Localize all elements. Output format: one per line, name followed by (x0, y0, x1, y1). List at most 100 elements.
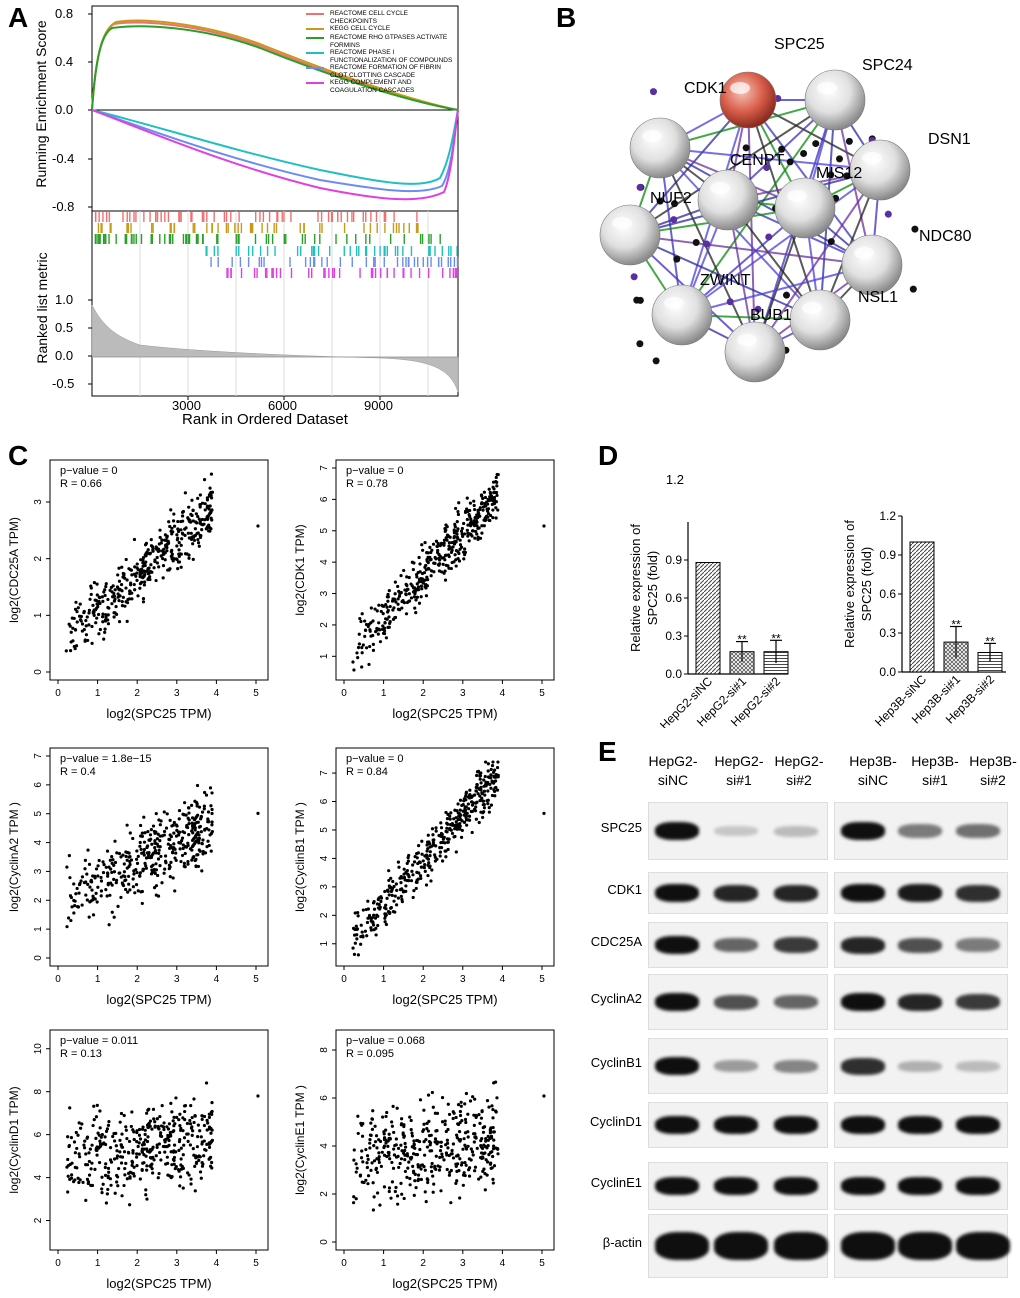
scatter-point (147, 838, 151, 842)
scatter-point (353, 941, 357, 945)
scatter-point (419, 865, 423, 869)
scatter-point (151, 824, 156, 828)
scatter-point (169, 1150, 173, 1154)
scatter-point (359, 923, 363, 927)
scatter-point (368, 1146, 372, 1150)
bar-ytick: 0.9 (665, 553, 682, 567)
scatter-point (367, 913, 372, 918)
scatter-point (361, 643, 365, 647)
scatter-point (165, 549, 169, 553)
edge-endpoint-dot (827, 171, 835, 179)
scatter-point (150, 842, 154, 846)
scatter-point (183, 801, 187, 805)
scatter-point (202, 804, 206, 808)
scatter-point (105, 849, 110, 853)
scatter-point (136, 1144, 140, 1149)
scatter-point (443, 1119, 447, 1123)
scatter-point (119, 895, 123, 900)
scatter-point (125, 858, 129, 862)
scatter-point (195, 820, 199, 825)
scatter-point (482, 806, 487, 810)
scatter-point (380, 1115, 385, 1119)
scatter-point (461, 1183, 465, 1187)
blot-strip (834, 1214, 1010, 1278)
scatter-point (80, 1122, 84, 1126)
scatter-point (90, 880, 94, 884)
scatter-point (456, 1103, 461, 1107)
scatter-point (459, 1100, 463, 1104)
scatter-point (169, 860, 173, 864)
edge-endpoint-dot (726, 298, 734, 306)
scatter-point (157, 1171, 161, 1176)
scatter-point (189, 531, 193, 535)
scatter-point (149, 828, 153, 832)
scatter-point (144, 554, 148, 558)
scatter-point (446, 840, 450, 844)
scatter-point (354, 1197, 358, 1201)
network-node (599, 204, 661, 266)
scatter-point (410, 1131, 414, 1135)
scatter-point (462, 820, 467, 824)
scatter-point (440, 1152, 444, 1156)
bar (909, 541, 935, 673)
blot-band (714, 994, 759, 1010)
scatter-point (104, 888, 108, 892)
blot-strip (834, 922, 1008, 968)
scatter-point (397, 594, 402, 598)
scatter-point (174, 1096, 178, 1100)
scatter-point (456, 557, 460, 561)
scatter-point (391, 909, 396, 914)
scatter-point (91, 913, 96, 917)
scatter-point (93, 876, 97, 880)
scatter-point (472, 1140, 476, 1144)
scatter-point (191, 557, 195, 561)
scatter-point (482, 1152, 486, 1156)
scatter-xtick: 4 (214, 688, 220, 699)
scatter-point (166, 1173, 170, 1177)
scatter-point (188, 1118, 192, 1123)
node-label-spc24: SPC24 (862, 57, 913, 74)
scatter-point (69, 630, 73, 634)
scatter-point (152, 851, 156, 855)
scatter-point (167, 1122, 171, 1126)
scatter-xtick: 5 (253, 688, 259, 699)
scatter-point (193, 1189, 197, 1193)
scatter-point (170, 1163, 174, 1167)
scatter-point (413, 1179, 417, 1183)
scatter-point (101, 860, 105, 864)
scatter-point (142, 853, 146, 857)
scatter-point (417, 577, 422, 581)
scatter-point (445, 525, 449, 529)
blot-strip (834, 1162, 1008, 1210)
scatter-point (415, 575, 419, 579)
scatter-point (90, 641, 94, 645)
scatter-point (470, 1150, 475, 1154)
scatter-point (194, 512, 198, 516)
node-label-cenpt: CENPT (730, 152, 785, 169)
scatter-point (393, 592, 397, 596)
scatter-point (446, 1127, 450, 1132)
scatter-point (135, 566, 139, 570)
scatter-point (458, 827, 462, 831)
scatter-point (429, 1165, 433, 1169)
network-node (724, 321, 786, 383)
edge-endpoint-dot (692, 238, 700, 246)
gsea-ytick: -0.4 (52, 151, 75, 166)
scatter-point (194, 857, 198, 862)
scatter-point (412, 586, 416, 590)
node-highlight (612, 217, 632, 229)
scatter-point (419, 595, 423, 599)
scatter-point (391, 597, 395, 601)
bar-ylabel: Relative expression of SPC25 (fold) (842, 520, 874, 648)
scatter-point (147, 1107, 151, 1111)
significance-mark: ** (737, 633, 747, 647)
scatter-point (433, 561, 437, 565)
scatter-point (154, 830, 158, 834)
scatter-point (408, 1183, 412, 1187)
scatter-point (360, 1123, 364, 1127)
scatter-point (99, 875, 103, 880)
scatter-point (416, 585, 421, 589)
scatter-point (168, 838, 172, 842)
scatter-point (155, 1145, 159, 1149)
scatter-point (387, 589, 391, 593)
